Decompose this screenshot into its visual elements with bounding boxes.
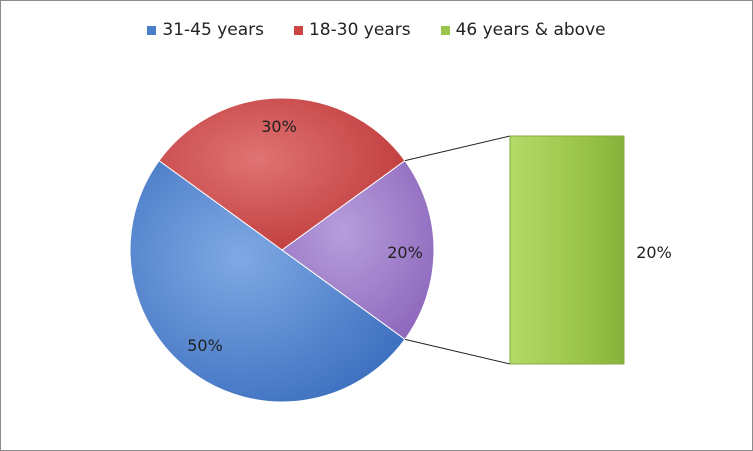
legend-swatch-blue [147,25,157,35]
legend-item-31-45: 31-45 years [147,20,264,40]
slice-31-45 [129,159,406,403]
bar-46-above [509,135,625,365]
slice-label: 20% [387,243,423,262]
connector-line-bottom [404,338,511,365]
slice-label: 50% [187,336,223,355]
legend-item-46-above: 46 years & above [440,20,606,40]
legend-label: 31-45 years [162,20,264,40]
legend: 31-45 years 18-30 years 46 years & above [0,20,753,40]
slice-label: 30% [261,117,297,136]
bar-label: 20% [636,243,672,262]
connector-line-top [404,135,511,162]
slice-18-30 [158,97,406,251]
legend-label: 18-30 years [308,20,411,40]
slice-46-above [281,159,435,341]
legend-swatch-red [293,25,303,35]
legend-label: 46 years & above [455,20,606,40]
legend-item-18-30: 18-30 years [293,20,411,40]
legend-swatch-green [440,25,450,35]
